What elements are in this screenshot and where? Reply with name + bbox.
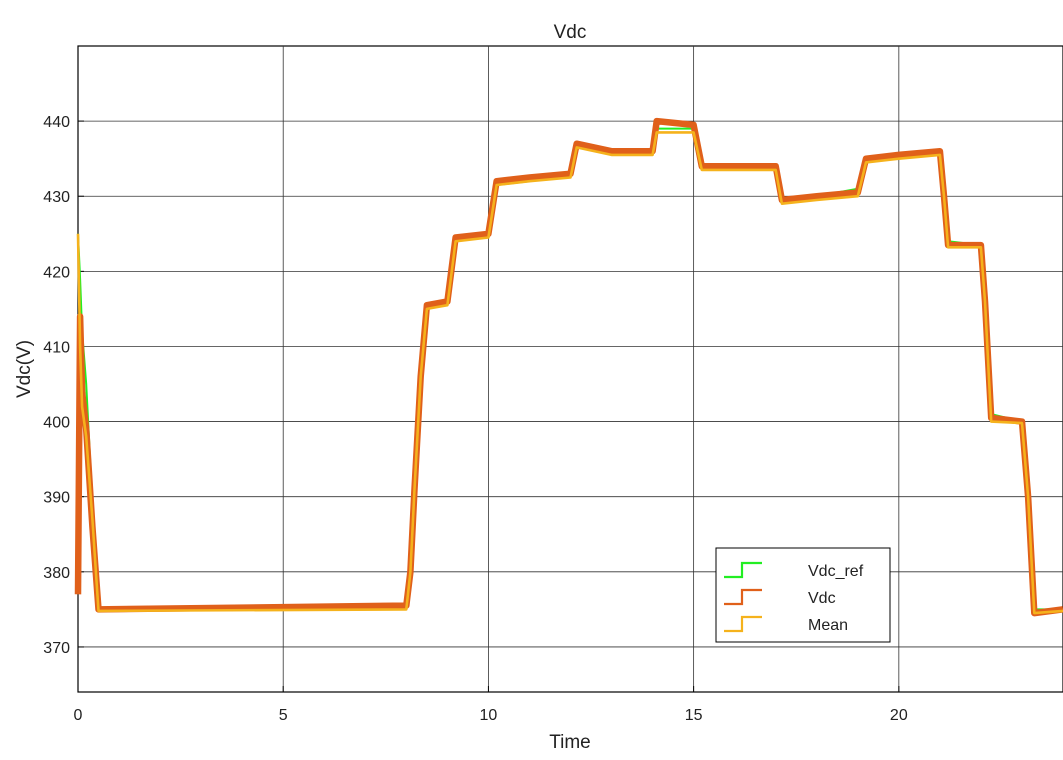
legend-swatch	[724, 561, 762, 579]
x-tick-label: 10	[480, 707, 498, 724]
x-tick-label: 20	[890, 707, 908, 724]
chart-title: Vdc	[554, 22, 587, 43]
y-axis-label: Vdc(V)	[14, 340, 35, 398]
y-tick-label: 410	[43, 339, 70, 356]
legend-label: Mean	[808, 617, 848, 634]
legend: Vdc_ref Vdc Mean	[715, 547, 891, 643]
x-tick-label: 0	[74, 707, 83, 724]
y-tick-label: 440	[43, 114, 70, 131]
grid-lines	[78, 46, 1063, 692]
axis-ticks: 0 5 10 15 20 370 380 390 400 410 420 430 440	[43, 114, 908, 724]
series-line-mean	[76, 131, 1063, 615]
y-tick-label: 380	[43, 565, 70, 582]
x-tick-label: 5	[279, 707, 288, 724]
x-tick-label: 15	[685, 707, 703, 724]
y-tick-label: 370	[43, 640, 70, 657]
legend-swatch	[724, 615, 762, 633]
legend-label: Vdc_ref	[808, 563, 864, 580]
legend-swatch	[724, 588, 762, 606]
y-tick-label: 400	[43, 415, 70, 432]
legend-label: Vdc	[808, 590, 836, 607]
y-tick-label: 430	[43, 189, 70, 206]
legend-items: Vdc_ref Vdc Mean	[724, 561, 864, 634]
y-tick-label: 390	[43, 490, 70, 507]
series-lines	[74, 117, 1063, 617]
x-axis-label: Time	[549, 732, 591, 753]
plot-area	[77, 45, 1063, 693]
y-tick-label: 420	[43, 264, 70, 281]
